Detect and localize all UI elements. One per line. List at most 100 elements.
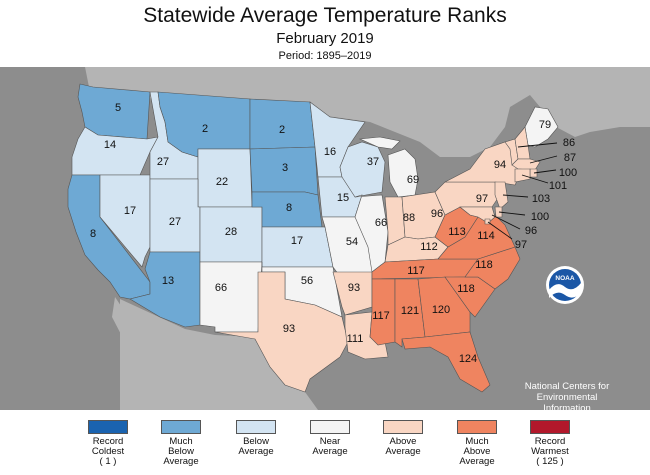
state-NJ [494,181,509,210]
state-MI [387,148,419,198]
header: Statewide Average Temperature Ranks Febr… [0,0,650,66]
rank-label-WA: 5 [115,102,121,114]
leader-NH [517,142,558,148]
rank-label-IA: 15 [337,192,349,204]
rank-label-WV: 113 [448,226,466,238]
rank-label-OH: 96 [431,208,443,220]
legend-label-record-coldest-2: Coldest [91,446,125,457]
rank-label-NH: 86 [563,137,575,149]
state-CA [67,174,151,300]
legend-item-near: Near Average [290,420,370,457]
rank-label-NV: 17 [124,205,136,217]
legend-label-record-warmest-2: Warmest [531,446,569,457]
rank-label-MA: 87 [564,152,576,164]
state-NM [199,261,263,333]
legend-label-much-below-2: Below [168,446,194,457]
leader-CT [521,174,549,184]
legend-label-much-below-1: Much [169,436,193,447]
state-GA [417,276,471,338]
rank-labels: 5 14 8 17 27 2 22 27 13 28 66 2 3 8 17 5… [90,102,577,365]
legend-label-record-coldest-3: ( 1 ) [99,456,117,467]
rank-label-ID: 27 [157,156,169,168]
rank-label-MS: 117 [372,310,390,322]
rank-label-NJ: 103 [532,193,550,205]
legend-label-much-below-3: Average [163,456,199,467]
leader-MA [529,155,558,164]
rank-label-DE: 100 [531,211,549,223]
state-FL [401,331,491,393]
leader-RI [533,169,557,174]
baja-peninsula [112,297,165,387]
leader-NJ [502,194,529,198]
leader-lines [487,142,558,240]
map-title: Statewide Average Temperature Ranks [143,4,507,27]
legend-swatch-much-below [161,420,201,434]
legend-swatch-above [383,420,423,434]
legend-swatch-near [310,420,350,434]
legend-label-record-warmest-3: ( 125 ) [536,456,564,467]
legend-item-record-warmest: Record Warmest ( 125 ) [510,420,590,467]
legend-swatch-much-above [457,420,497,434]
leader-MD [491,214,521,230]
rank-label-OK: 56 [301,275,313,287]
legend: Record Coldest ( 1 ) Much Below Average … [0,410,650,475]
legend-label-below-1: Below [243,436,269,447]
rank-label-VA: 114 [477,230,495,242]
rank-label-NY: 94 [494,159,506,171]
state-OR [71,126,159,176]
state-DE [494,206,503,218]
rank-label-MI: 69 [407,174,419,186]
state-MI-UP [358,136,401,150]
rank-label-GA: 120 [432,304,450,316]
credit-date: Mon Mar 4 2019 [532,414,602,425]
rank-label-CA: 8 [90,228,96,240]
rank-label-AR: 93 [348,282,360,294]
credit-line-2: Environmental [536,392,598,403]
rank-label-CO: 28 [225,226,237,238]
rank-label-NC: 118 [475,259,493,271]
state-ME [524,106,559,148]
rank-label-IN: 88 [403,212,415,224]
state-TX [214,271,349,393]
rank-label-MD: 96 [525,225,537,237]
rank-label-CT: 101 [549,180,567,192]
rank-label-WI: 37 [367,156,379,168]
rank-label-LA: 111 [347,333,364,345]
rank-label-PA: 97 [476,193,488,205]
rank-label-MN: 16 [324,146,336,158]
legend-item-record-coldest: Record Coldest ( 1 ) [68,420,148,467]
leader-DC [487,221,513,240]
map-subtitle: February 2019 [276,30,374,47]
rank-label-WY: 22 [216,176,228,188]
legend-item-much-below: Much Below Average [141,420,221,467]
rank-label-NM: 66 [215,282,227,294]
state-AR [332,271,373,316]
legend-item-above: Above Average [363,420,443,457]
rank-label-ME: 79 [539,119,551,131]
rank-label-ND: 2 [279,124,285,136]
legend-label-near-1: Near [319,436,341,447]
legend-label-below-2: Average [238,446,274,457]
us-map: 5 14 8 17 27 2 22 27 13 28 66 2 3 8 17 5… [0,67,650,410]
noaa-logo: NOAA [546,266,584,304]
legend-swatch-record-coldest [88,420,128,434]
map-period: Period: 1895–2019 [278,50,372,62]
legend-label-record-coldest-1: Record [92,436,124,447]
legend-label-much-above-1: Much [465,436,489,447]
rank-label-TX: 93 [283,323,295,335]
state-TN [371,258,479,280]
noaa-logo-wave-icon [549,283,581,298]
rank-label-MT: 2 [202,123,208,135]
rank-label-MO: 54 [346,236,358,248]
credit-line-1: National Centers for [524,381,610,392]
credit-line-3: Information [543,403,591,414]
credit-block: National Centers for Environmental Infor… [512,381,622,425]
rank-label-NE: 8 [286,202,292,214]
legend-item-below: Below Average [216,420,296,457]
state-NH [514,126,531,160]
mexico-land [120,299,318,410]
map-panel: 5 14 8 17 27 2 22 27 13 28 66 2 3 8 17 5… [0,67,650,425]
rank-label-KY: 112 [420,241,438,253]
rank-label-SD: 3 [282,162,288,174]
state-WI [339,141,386,198]
